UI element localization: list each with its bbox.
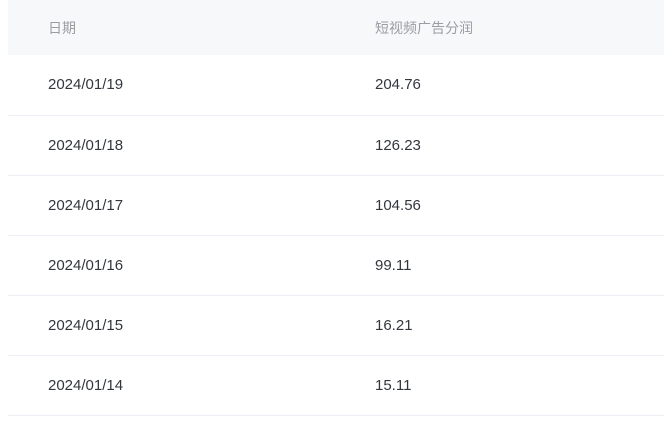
- table-header: 日期 短视频广告分润: [8, 0, 664, 55]
- date-cell: 2024/01/15: [8, 295, 375, 356]
- value-cell: 15.11: [375, 355, 664, 416]
- column-header-ad-share: 短视频广告分润: [375, 0, 664, 55]
- table-row: 2024/01/14 15.11: [8, 355, 664, 416]
- date-cell: 2024/01/18: [8, 115, 375, 176]
- value-cell: 16.21: [375, 295, 664, 356]
- table-row: 2024/01/17 104.56: [8, 175, 664, 236]
- date-cell: 2024/01/17: [8, 175, 375, 236]
- date-cell: 2024/01/19: [8, 55, 375, 116]
- column-header-date: 日期: [8, 0, 375, 55]
- value-cell: 204.76: [375, 55, 664, 116]
- data-table: 日期 短视频广告分润 2024/01/19 204.76 2024/01/18 …: [8, 0, 664, 416]
- value-cell: 104.56: [375, 175, 664, 236]
- value-cell: 126.23: [375, 115, 664, 176]
- table-row: 2024/01/19 204.76: [8, 55, 664, 116]
- date-cell: 2024/01/14: [8, 355, 375, 416]
- revenue-table: 日期 短视频广告分润 2024/01/19 204.76 2024/01/18 …: [8, 0, 664, 416]
- table-row: 2024/01/18 126.23: [8, 115, 664, 176]
- table-row: 2024/01/16 99.11: [8, 235, 664, 296]
- table-body: 2024/01/19 204.76 2024/01/18 126.23 2024…: [8, 55, 664, 416]
- header-row: 日期 短视频广告分润: [8, 0, 664, 55]
- date-cell: 2024/01/16: [8, 235, 375, 296]
- table-row: 2024/01/15 16.21: [8, 295, 664, 356]
- value-cell: 99.11: [375, 235, 664, 296]
